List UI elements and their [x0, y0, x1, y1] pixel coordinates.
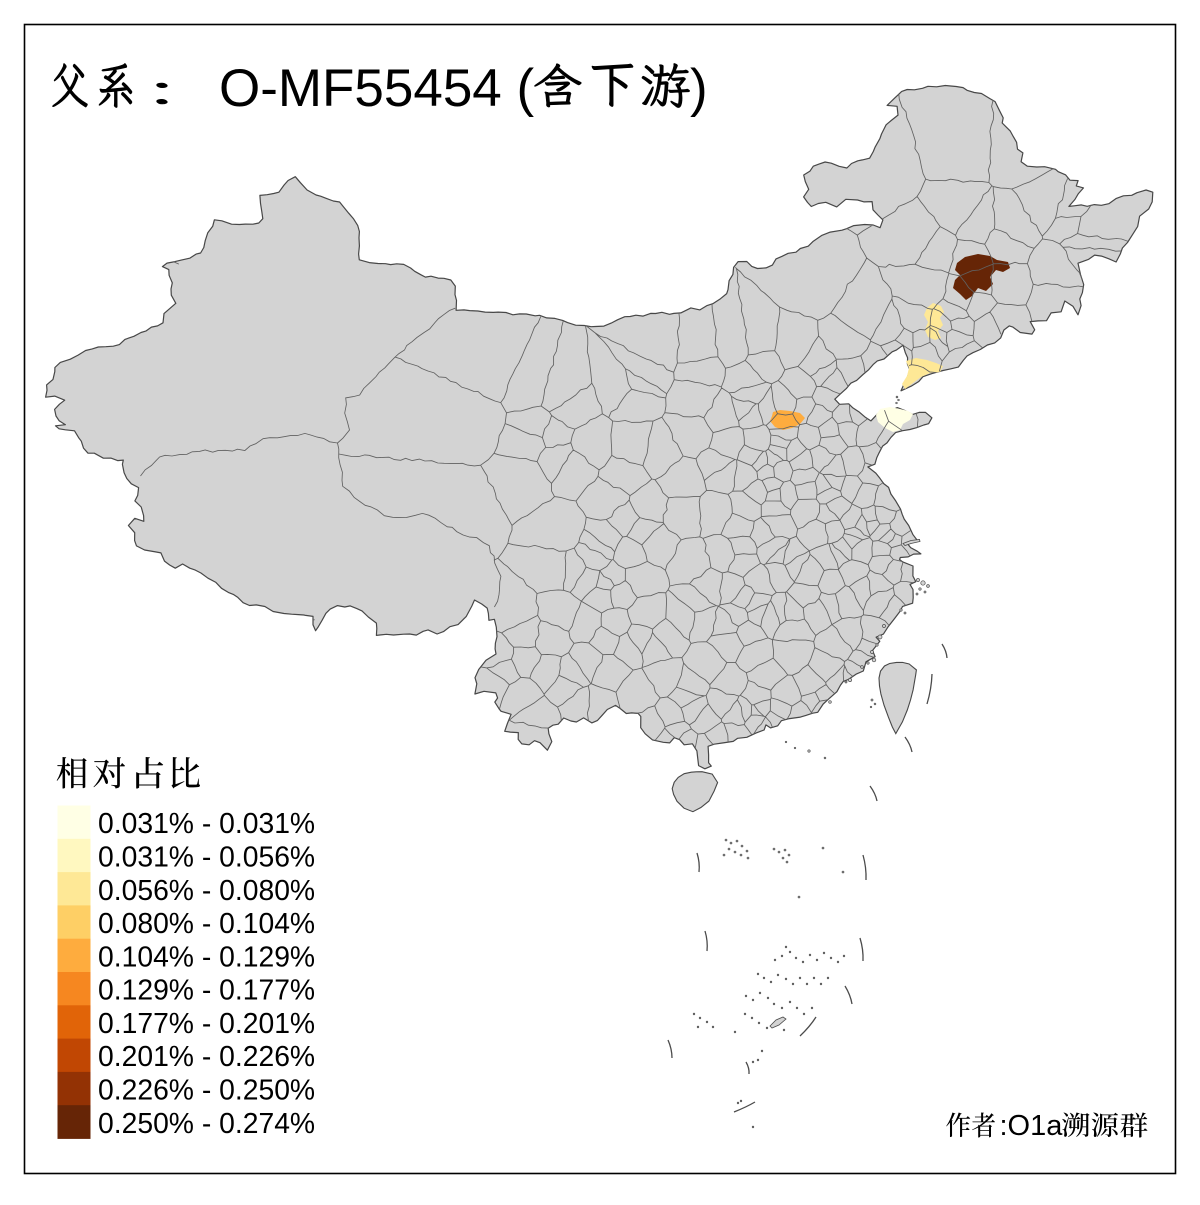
svg-text:0.056% - 0.080%: 0.056% - 0.080%: [98, 874, 315, 906]
svg-text:0.226% - 0.250%: 0.226% - 0.250%: [98, 1074, 315, 1106]
svg-text:0.104% - 0.129%: 0.104% - 0.129%: [98, 940, 315, 972]
svg-text:0.031% - 0.031%: 0.031% - 0.031%: [98, 807, 315, 839]
svg-text::O1a: :O1a: [1000, 1110, 1064, 1142]
svg-text:0.201% - 0.226%: 0.201% - 0.226%: [98, 1040, 315, 1072]
svg-text:0.129% - 0.177%: 0.129% - 0.177%: [98, 974, 315, 1006]
svg-text:0.177% - 0.201%: 0.177% - 0.201%: [98, 1007, 315, 1039]
svg-text:0.031% - 0.056%: 0.031% - 0.056%: [98, 840, 315, 872]
svg-text:0.080% - 0.104%: 0.080% - 0.104%: [98, 907, 315, 939]
svg-text:0.250% - 0.274%: 0.250% - 0.274%: [98, 1107, 315, 1139]
svg-text:O-MF55454 (: O-MF55454 (: [219, 59, 535, 118]
svg-text:): ): [690, 59, 708, 118]
